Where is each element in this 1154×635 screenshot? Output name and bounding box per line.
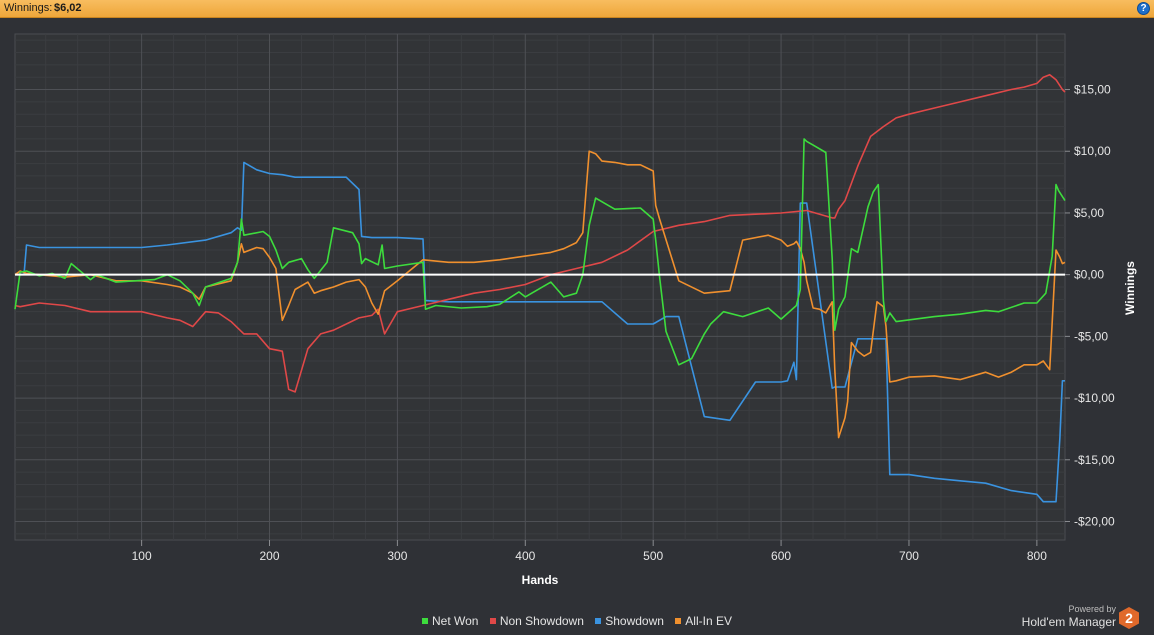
x-tick-label: 700 (899, 549, 919, 563)
series-line-showdown (15, 161, 1065, 503)
legend-swatch (422, 617, 429, 624)
powered-by-text: Powered by (1068, 604, 1116, 614)
winnings-label: Winnings: (4, 2, 53, 14)
series-line-allin-ev (14, 150, 1066, 439)
hm2-logo-icon: 2 (1119, 607, 1139, 629)
y-tick-label: -$5,00 (1074, 329, 1108, 343)
y-tick-label: -$15,00 (1074, 453, 1115, 467)
y-tick-label: $15,00 (1074, 83, 1111, 97)
y-axis-label: Winnings (1123, 261, 1137, 315)
x-axis-label: Hands (522, 573, 559, 587)
x-tick-label: 800 (1027, 549, 1047, 563)
legend-item-non-showdown[interactable]: Non Showdown (489, 614, 584, 628)
x-axis-ticks: 100 200 300 400 500 600 700 800 (132, 540, 1047, 563)
brand-name: Hold'em Manager (1021, 615, 1116, 629)
legend-label: Net Won (432, 614, 479, 628)
series-line-net-won (14, 138, 1066, 366)
legend-item-net-won[interactable]: Net Won (422, 614, 478, 628)
y-tick-label: $0,00 (1074, 268, 1104, 282)
series-layer (14, 73, 1066, 503)
legend-label: Non Showdown (499, 614, 584, 628)
brand-block: Powered by Hold'em Manager (1022, 604, 1116, 629)
logo-text: 2 (1125, 610, 1133, 626)
legend-label: All-In EV (685, 614, 732, 628)
chart-legend: Net Won Non Showdown Showdown All-In EV (0, 614, 1154, 628)
x-tick-label: 300 (387, 549, 407, 563)
minor-grid (15, 34, 1065, 540)
x-tick-label: 100 (132, 549, 152, 563)
y-tick-label: $10,00 (1074, 144, 1111, 158)
legend-swatch (489, 617, 496, 624)
y-tick-label: $5,00 (1074, 206, 1104, 220)
winnings-chart: 100 200 300 400 500 600 700 800 $15,00 $10,00 $5,… (14, 33, 1137, 587)
help-icon[interactable]: ? (1137, 2, 1150, 15)
legend-swatch (675, 617, 682, 624)
x-tick-label: 200 (259, 549, 279, 563)
legend-label: Showdown (605, 614, 664, 628)
y-axis-ticks: $15,00 $10,00 $5,00 $0,00 -$5,00 -$10,00 -$15,… (1065, 83, 1115, 528)
winnings-value: $6,02 (54, 2, 82, 14)
series-line-non-showdown (14, 73, 1066, 393)
x-tick-label: 400 (515, 549, 535, 563)
x-tick-label: 500 (643, 549, 663, 563)
header-bar: Winnings: $6,02 ? (0, 0, 1154, 18)
legend-swatch (595, 617, 602, 624)
legend-item-allin-ev[interactable]: All-In EV (675, 614, 732, 628)
y-tick-label: -$10,00 (1074, 391, 1115, 405)
legend-item-showdown[interactable]: Showdown (595, 614, 664, 628)
y-tick-label: -$20,00 (1074, 514, 1115, 528)
x-tick-label: 600 (771, 549, 791, 563)
